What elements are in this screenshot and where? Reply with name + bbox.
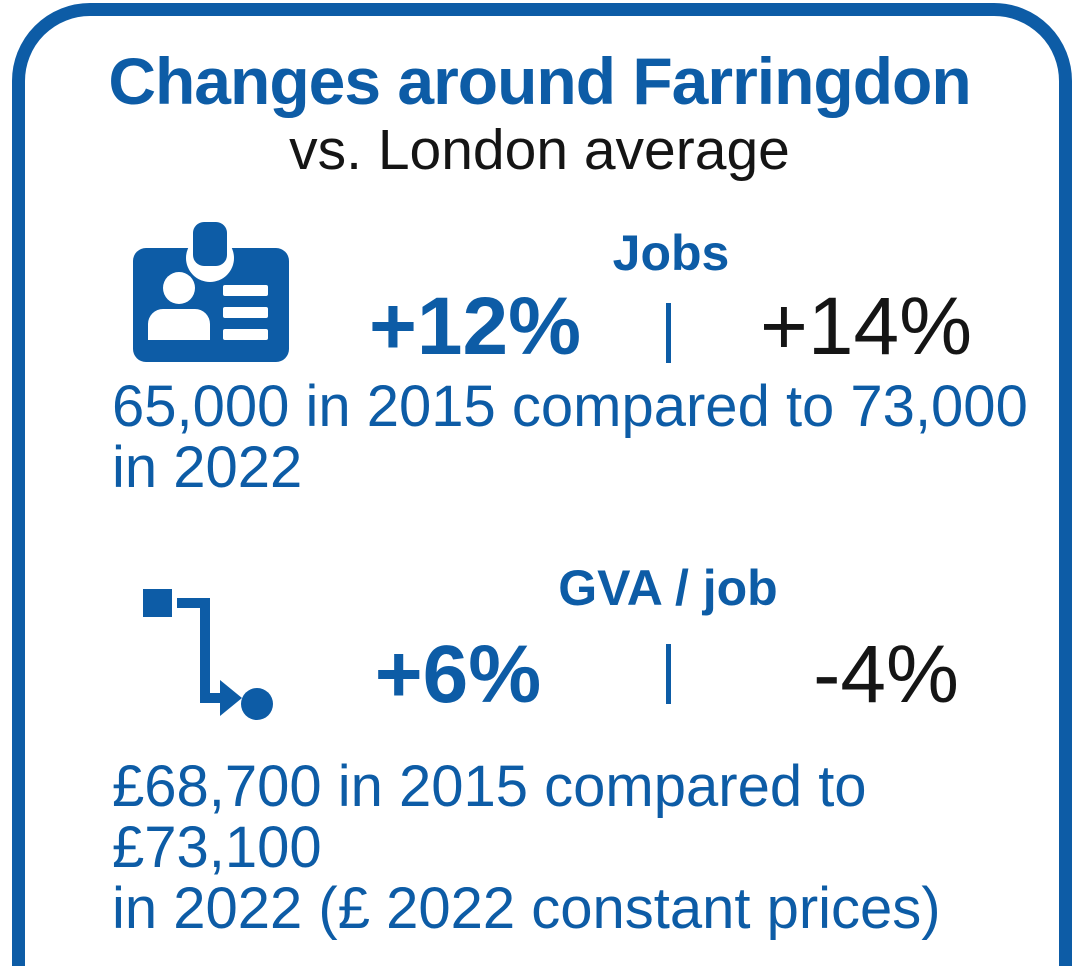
stat-detail-jobs: 65,000 in 2015 compared to 73,000 in 202… bbox=[112, 374, 1028, 500]
stat-value-local-gva: +6% bbox=[374, 629, 542, 720]
stat-label-jobs: Jobs bbox=[612, 225, 730, 281]
flow-steps-icon bbox=[140, 585, 275, 725]
stat-detail-gva: £68,700 in 2015 compared to £73,100 in 2… bbox=[112, 754, 941, 941]
page-subtitle: vs. London average bbox=[289, 118, 790, 182]
id-card-icon bbox=[133, 222, 289, 362]
stat-value-london-gva: -4% bbox=[813, 629, 959, 720]
stat-label-gva: GVA / job bbox=[558, 560, 778, 616]
stat-value-local-jobs: +12% bbox=[368, 281, 581, 372]
stat-divider-jobs bbox=[666, 303, 671, 363]
card-border bbox=[12, 3, 1072, 966]
stat-value-london-jobs: +14% bbox=[759, 281, 972, 372]
page-title: Changes around Farringdon bbox=[108, 44, 971, 118]
stat-divider-gva bbox=[666, 644, 671, 704]
